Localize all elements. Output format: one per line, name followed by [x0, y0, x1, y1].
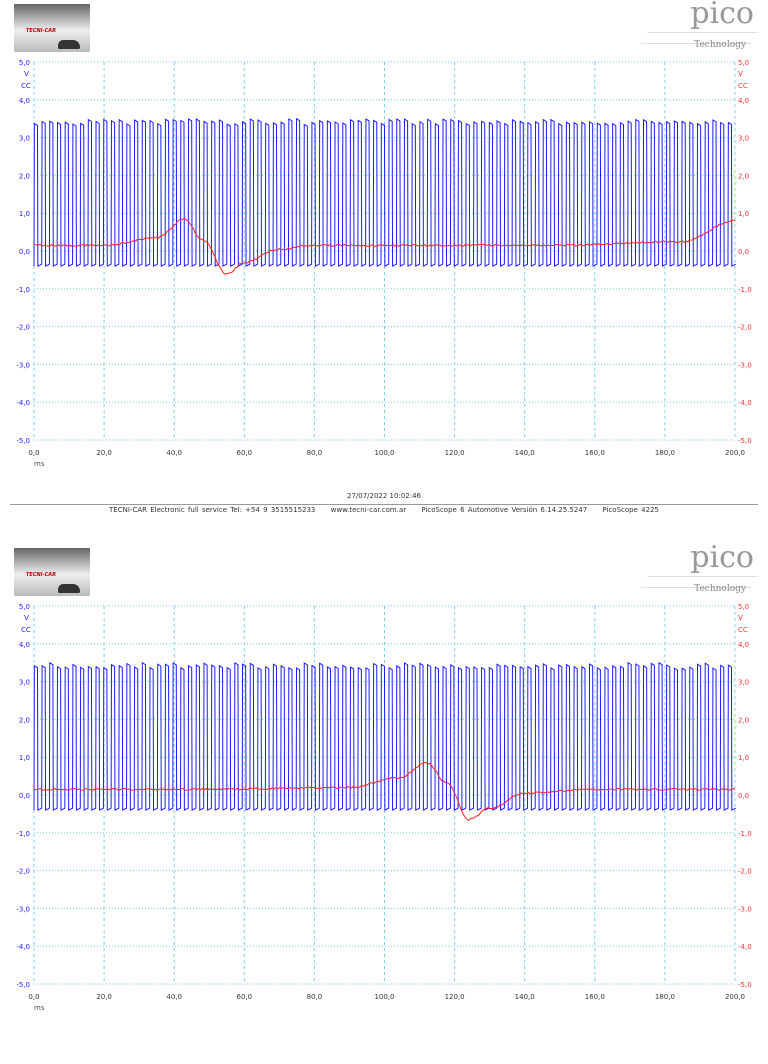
y-tick-right: 5,0 — [738, 603, 749, 611]
y-tick-left: 5,0 — [19, 603, 30, 611]
x-tick-label: 60,0 — [237, 993, 253, 1001]
x-tick-label: 80,0 — [307, 449, 323, 457]
left-coupling-label: CC — [21, 82, 31, 90]
y-tick-right: -1,0 — [738, 830, 752, 838]
y-tick-right: -5,0 — [738, 981, 752, 989]
y-tick-right: 2,0 — [738, 716, 749, 724]
y-tick-right: 4,0 — [738, 97, 749, 105]
x-tick-label: 100,0 — [374, 993, 394, 1001]
y-tick-left: 0,0 — [19, 792, 30, 800]
footer-software: PicoScope 6 Automotive Versión 6.14.25.5… — [421, 506, 587, 514]
y-tick-left: 4,0 — [19, 97, 30, 105]
x-tick-label: 200,0 — [725, 993, 745, 1001]
y-tick-right: -1,0 — [738, 286, 752, 294]
y-tick-left: -5,0 — [16, 437, 30, 445]
right-coupling-label: CC — [738, 626, 748, 634]
x-unit-label: ms — [34, 1004, 45, 1012]
y-tick-left: -3,0 — [16, 361, 30, 369]
x-tick-label: 40,0 — [166, 993, 182, 1001]
x-tick-label: 80,0 — [307, 993, 323, 1001]
right-coupling-label: CC — [738, 82, 748, 90]
y-tick-left: -1,0 — [16, 830, 30, 838]
right-unit-label: V — [738, 70, 743, 78]
x-tick-label: 200,0 — [725, 449, 745, 457]
y-tick-right: 1,0 — [738, 210, 749, 218]
y-tick-right: -4,0 — [738, 399, 752, 407]
x-tick-label: 120,0 — [445, 449, 465, 457]
x-tick-label: 180,0 — [655, 449, 675, 457]
x-tick-label: 0,0 — [28, 449, 39, 457]
x-tick-label: 180,0 — [655, 993, 675, 1001]
y-tick-right: 0,0 — [738, 792, 749, 800]
y-tick-right: -5,0 — [738, 437, 752, 445]
y-tick-right: -2,0 — [738, 868, 752, 876]
x-tick-label: 120,0 — [445, 993, 465, 1001]
y-tick-left: 2,0 — [19, 172, 30, 180]
footer: TECNI-CAR Electronic full service Tel: +… — [0, 506, 768, 514]
y-tick-right: 1,0 — [738, 754, 749, 762]
y-tick-right: 3,0 — [738, 135, 749, 143]
left-unit-label: V — [24, 70, 29, 78]
y-tick-right: 5,0 — [738, 59, 749, 67]
y-tick-left: -4,0 — [16, 399, 30, 407]
y-tick-right: -3,0 — [738, 361, 752, 369]
y-tick-left: -2,0 — [16, 324, 30, 332]
x-unit-label: ms — [34, 460, 45, 468]
oscilloscope-chart: 5,0 5,0 4,0 4,0 3,0 3,0 2,0 2,0 1,0 1,0 0,0 0,0 -1,0… — [0, 0, 768, 480]
y-tick-left: 1,0 — [19, 754, 30, 762]
y-tick-right: 2,0 — [738, 172, 749, 180]
scope-panel-1: TECNI-CAR pico Technology 5,0 5,0 4,0 4,0 3,0… — [0, 0, 768, 520]
y-tick-left: -2,0 — [16, 868, 30, 876]
x-tick-label: 100,0 — [374, 449, 394, 457]
channel-a-trace — [34, 119, 736, 266]
x-tick-label: 160,0 — [585, 449, 605, 457]
y-tick-right: 0,0 — [738, 248, 749, 256]
x-tick-label: 140,0 — [515, 449, 535, 457]
oscilloscope-chart: 5,0 5,0 4,0 4,0 3,0 3,0 2,0 2,0 1,0 1,0 0,0 0,0 -1,0… — [0, 544, 768, 1024]
y-tick-left: 2,0 — [19, 716, 30, 724]
x-tick-label: 160,0 — [585, 993, 605, 1001]
footer-website: www.tecni-car.com.ar — [331, 506, 407, 514]
y-tick-left: -5,0 — [16, 981, 30, 989]
y-tick-left: -4,0 — [16, 943, 30, 951]
footer-device: PicoScope 4225 — [602, 506, 659, 514]
y-tick-right: -4,0 — [738, 943, 752, 951]
y-tick-right: -2,0 — [738, 324, 752, 332]
x-tick-label: 140,0 — [515, 993, 535, 1001]
x-tick-label: 0,0 — [28, 993, 39, 1001]
y-tick-right: 3,0 — [738, 679, 749, 687]
right-unit-label: V — [738, 614, 743, 622]
left-coupling-label: CC — [21, 626, 31, 634]
x-tick-label: 40,0 — [166, 449, 182, 457]
divider — [10, 504, 758, 505]
y-tick-left: -3,0 — [16, 905, 30, 913]
left-unit-label: V — [24, 614, 29, 622]
x-tick-label: 20,0 — [96, 449, 112, 457]
y-tick-left: 3,0 — [19, 135, 30, 143]
channel-a-trace — [34, 663, 736, 810]
y-tick-left: 0,0 — [19, 248, 30, 256]
y-tick-left: 3,0 — [19, 679, 30, 687]
footer-company: TECNI-CAR Electronic full service Tel: +… — [109, 506, 315, 514]
y-tick-right: 4,0 — [738, 641, 749, 649]
y-tick-left: -1,0 — [16, 286, 30, 294]
y-tick-left: 4,0 — [19, 641, 30, 649]
x-tick-label: 20,0 — [96, 993, 112, 1001]
x-tick-label: 60,0 — [237, 449, 253, 457]
y-tick-left: 5,0 — [19, 59, 30, 67]
y-tick-right: -3,0 — [738, 905, 752, 913]
scope-panel-2: TECNI-CAR pico Technology 5,0 5,0 4,0 4,0 3,0… — [0, 544, 768, 1064]
y-tick-left: 1,0 — [19, 210, 30, 218]
capture-timestamp: 27/07/2022 10:02:46 — [0, 492, 768, 500]
